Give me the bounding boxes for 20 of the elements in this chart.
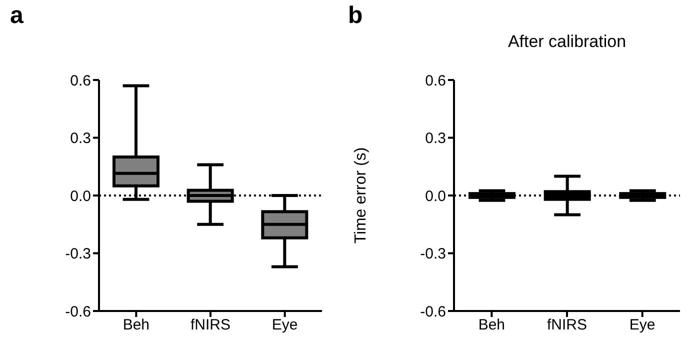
x-tick-label: Beh [478, 316, 506, 334]
x-tick-label: fNIRS [190, 316, 231, 334]
x-tick-label: Eye [629, 316, 656, 334]
y-tick-label: -0.6 [420, 303, 446, 320]
y-tick-label: 0.3 [425, 130, 446, 148]
y-tick-label: -0.6 [65, 303, 91, 320]
text: a [10, 2, 24, 30]
x-tick-label: fNIRS [546, 316, 588, 334]
x-tick-label: Eye [272, 316, 298, 334]
y-tick-label: -0.3 [65, 246, 91, 263]
x-tick-label: Beh [122, 316, 150, 334]
y-tick-label: 0.3 [70, 130, 91, 148]
y-tick-label: 0.6 [70, 72, 91, 90]
text: b [348, 2, 363, 30]
y-tick-label: 0.6 [425, 72, 446, 90]
chart-title: After calibration [506, 32, 628, 52]
y-tick-label: 0.0 [425, 188, 446, 205]
y-tick-label: 0.0 [70, 188, 91, 205]
y-axis-title: Time error (s) [352, 147, 370, 244]
y-tick-label: -0.3 [420, 246, 446, 263]
